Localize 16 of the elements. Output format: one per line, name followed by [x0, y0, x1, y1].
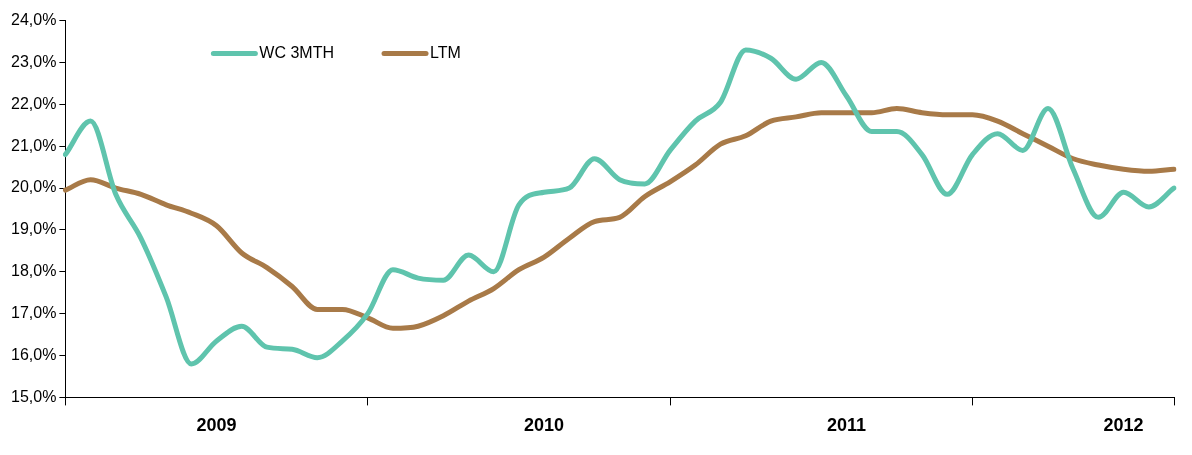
- x-tick-label: 2010: [524, 415, 565, 436]
- y-tick-label: 18,0%: [10, 262, 57, 280]
- legend-label: LTM: [430, 44, 461, 62]
- y-tick-label: 15,0%: [10, 387, 57, 405]
- y-tick-label: 22,0%: [10, 94, 57, 112]
- x-tick-label: 2011: [826, 415, 866, 436]
- y-tick-label: 19,0%: [10, 220, 57, 238]
- y-tick-label: 20,0%: [10, 178, 57, 196]
- x-tick-label: 2012: [1103, 415, 1144, 436]
- y-tick-label: 17,0%: [10, 304, 57, 322]
- legend-label: WC 3MTH: [259, 44, 335, 62]
- y-tick-label: 21,0%: [10, 136, 57, 154]
- x-tick-label: 2009: [196, 415, 237, 436]
- y-tick-label: 24,0%: [10, 11, 57, 29]
- y-tick-label: 16,0%: [10, 345, 57, 363]
- y-tick-label: 23,0%: [10, 52, 57, 70]
